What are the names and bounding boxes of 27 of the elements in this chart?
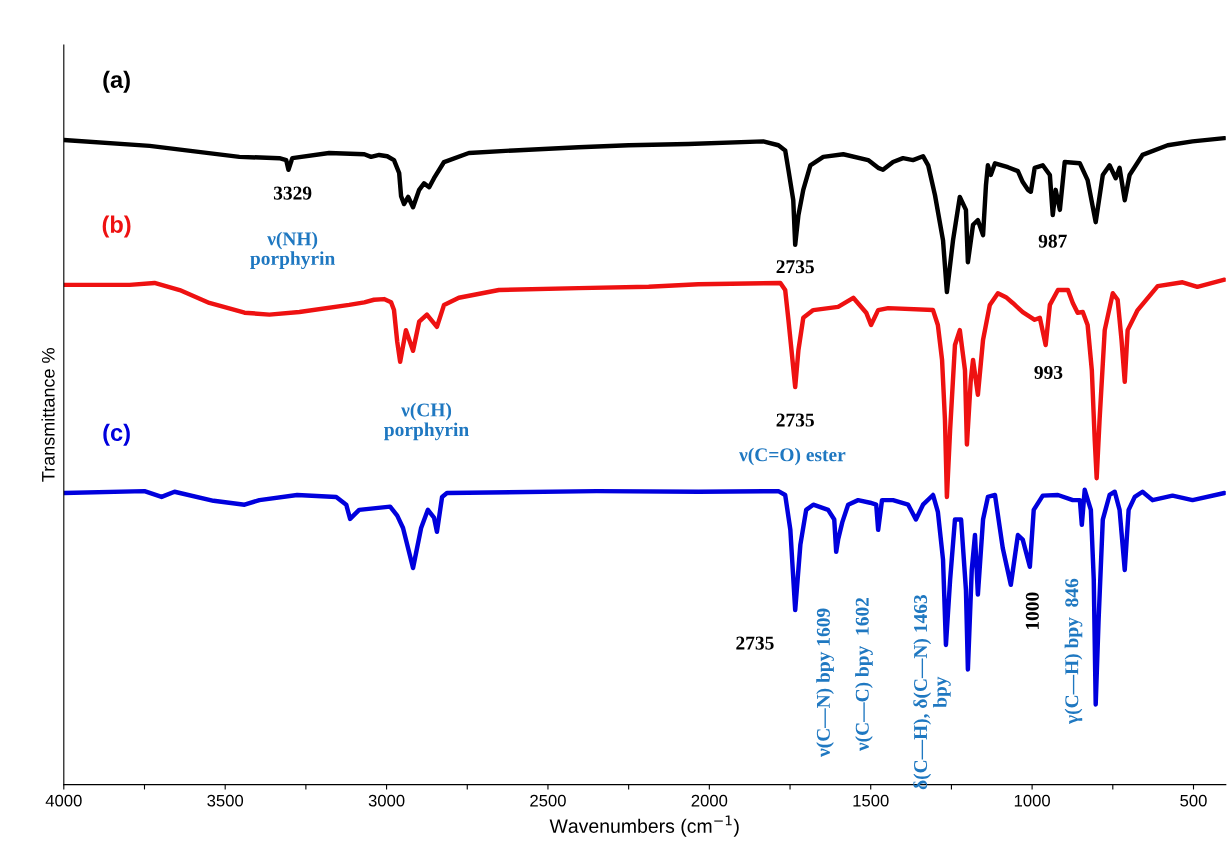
- annotation: 2735: [736, 636, 774, 650]
- x-tick-label: 3500: [207, 794, 244, 807]
- annotation: ν(C—N) bpy 1609: [816, 608, 834, 758]
- x-tick-label: 500: [1180, 794, 1207, 807]
- series-label: (c): [103, 423, 130, 446]
- annotation: ν(C=O) ester: [739, 447, 846, 466]
- x-axis-title: Wavenumbers (cm$^{−1}$): [549, 815, 739, 837]
- annotation: ν(CH) porphyrin: [384, 402, 469, 441]
- annotation: γ(C—H) bpy 846: [1064, 578, 1083, 725]
- y-axis-title: Transmittance %: [41, 348, 55, 482]
- x-tick-label: 1000: [1014, 794, 1050, 807]
- annotation: ν(C—C) bpy 1602: [855, 597, 873, 752]
- annotation: 3329: [273, 186, 312, 200]
- x-tick-label: 1500: [853, 794, 889, 807]
- x-tick-label: 2500: [530, 794, 566, 807]
- annotation: 1000: [1025, 592, 1039, 630]
- annotation: 993: [1034, 365, 1063, 380]
- annotation: 2735: [776, 413, 814, 427]
- annotation: 987: [1038, 234, 1067, 248]
- annotation: 2735: [776, 260, 814, 274]
- text: (a): [103, 70, 130, 93]
- x-tick-label: 2000: [691, 794, 728, 807]
- annotation: δ(C—H), δ(C—N) 1463 bpy: [913, 594, 951, 790]
- series-label: (b): [102, 215, 131, 238]
- x-tick-label: 4000: [45, 794, 82, 807]
- x-tick-label: 3000: [368, 794, 405, 807]
- annotation: ν(NH) porphyrin: [250, 231, 336, 270]
